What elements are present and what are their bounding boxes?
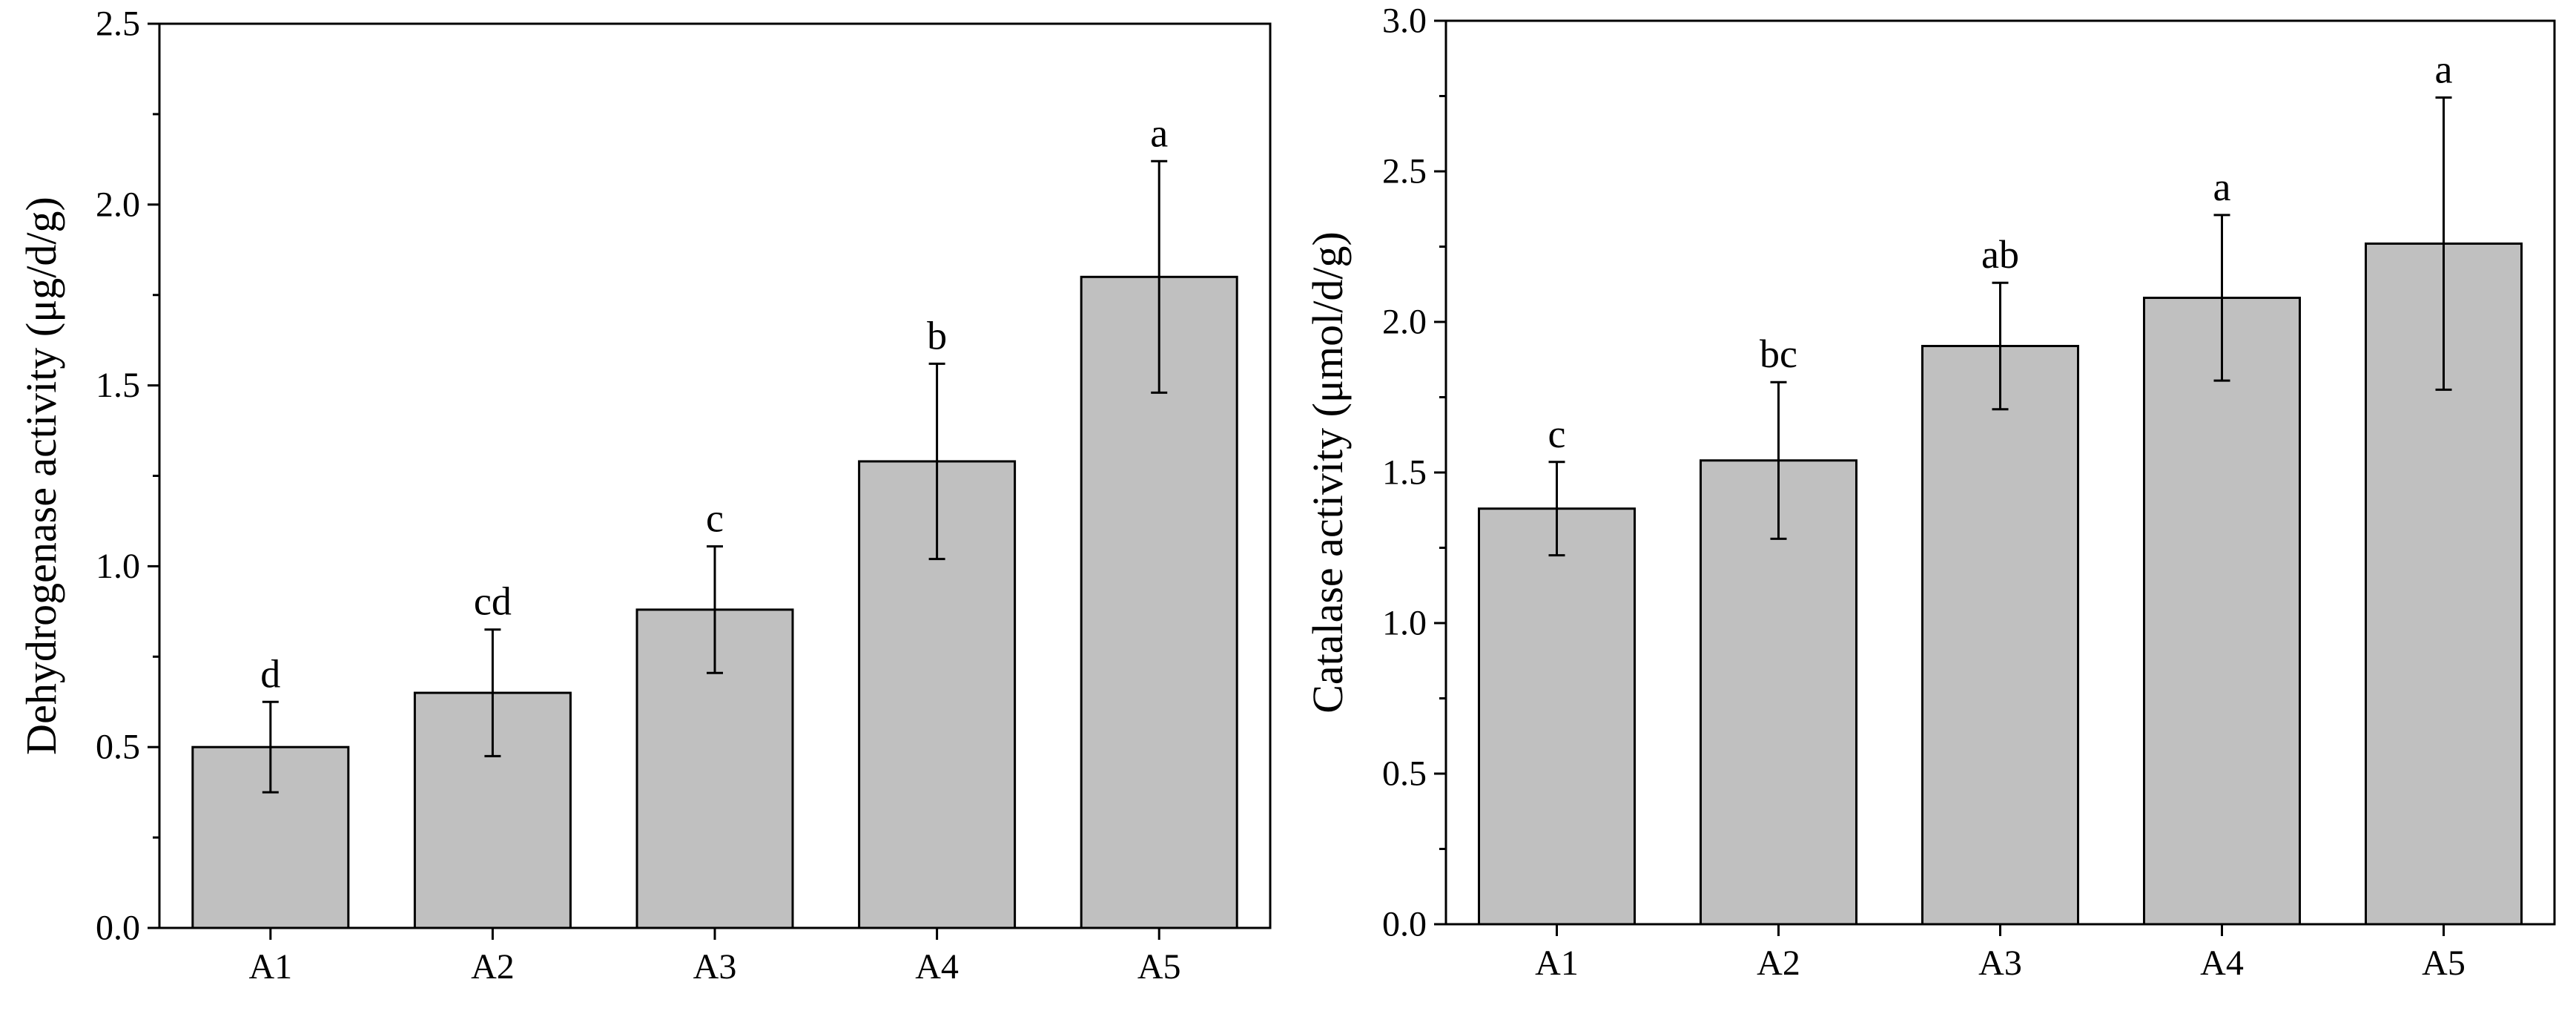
catalase-bar-a1 [1478, 507, 1636, 926]
catalase-bar-a4 [2143, 297, 2301, 926]
catalase-chart: 0.0 0.5 1.0 1.5 2.0 2.5 3.0 Catalase activity (… [1304, 1, 2556, 983]
dehydrogenase-significance-letter: cd [474, 579, 512, 624]
catalase-y-axis-title: Catalase activity (μmol/d/g) [1304, 231, 1352, 714]
dehydrogenase-y-tick-label: 0.5 [96, 728, 140, 767]
catalase-significance-letter: a [2213, 165, 2231, 209]
catalase-y-tick-label: 0.5 [1382, 754, 1427, 794]
dehydrogenase-x-tick-label: A1 [248, 947, 292, 987]
catalase-x-tick-label: A3 [1978, 944, 2022, 983]
catalase-x-tick-label: A2 [1757, 944, 1800, 983]
catalase-y-tick-label: 2.5 [1382, 152, 1427, 191]
dehydrogenase-x-tick-label: A2 [471, 947, 515, 987]
dehydrogenase-y-tick-label: 2.5 [96, 4, 140, 44]
catalase-y-tick-label: 3.0 [1382, 1, 1427, 41]
dehydrogenase-significance-letter: d [260, 651, 280, 696]
catalase-y-tick-label: 1.5 [1382, 453, 1427, 493]
catalase-x-tick-label: A5 [2422, 944, 2466, 983]
dehydrogenase-y-axis-title: Dehydrogenase activity (μg/d/g) [17, 197, 65, 755]
catalase-x-tick-label: A1 [1535, 944, 1579, 983]
dehydrogenase-x-tick-label: A4 [915, 947, 959, 987]
catalase-y-tick-label: 2.0 [1382, 303, 1427, 342]
catalase-y-tick-label: 1.0 [1382, 604, 1427, 643]
catalase-significance-letter: a [2435, 47, 2453, 92]
dehydrogenase-chart: 0.0 0.5 1.0 1.5 2.0 2.5 Dehydrogenase activity… [17, 4, 1272, 987]
catalase-significance-letter: ab [1981, 232, 2019, 277]
catalase-y-tick-label: 0.0 [1382, 905, 1427, 944]
catalase-significance-letter: bc [1760, 332, 1797, 376]
catalase-x-tick-label: A4 [2200, 944, 2244, 983]
dehydrogenase-x-tick-label: A5 [1137, 947, 1181, 987]
dehydrogenase-significance-letter: b [927, 313, 947, 358]
catalase-bar-a3 [1921, 344, 2079, 926]
dehydrogenase-significance-letter: a [1150, 111, 1168, 155]
dehydrogenase-y-tick-label: 0.0 [96, 909, 140, 948]
catalase-significance-letter: c [1548, 412, 1566, 456]
dehydrogenase-y-tick-label: 1.5 [96, 366, 140, 405]
dehydrogenase-y-tick-label: 1.0 [96, 547, 140, 586]
dehydrogenase-y-tick-label: 2.0 [96, 185, 140, 224]
dehydrogenase-significance-letter: c [706, 496, 724, 541]
dehydrogenase-x-tick-label: A3 [693, 947, 737, 987]
